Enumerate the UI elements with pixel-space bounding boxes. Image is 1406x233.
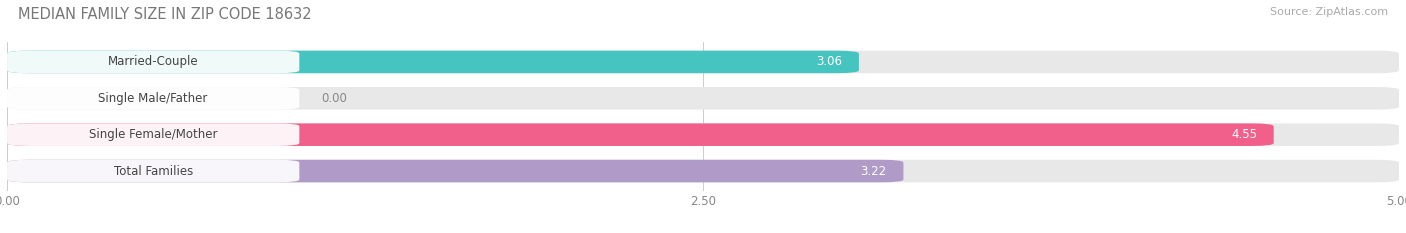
FancyBboxPatch shape (7, 51, 299, 73)
Text: Married-Couple: Married-Couple (108, 55, 198, 69)
Text: 3.06: 3.06 (817, 55, 842, 69)
Text: 4.55: 4.55 (1232, 128, 1257, 141)
FancyBboxPatch shape (7, 123, 1399, 146)
FancyBboxPatch shape (7, 87, 1399, 110)
FancyBboxPatch shape (7, 51, 1399, 73)
Text: MEDIAN FAMILY SIZE IN ZIP CODE 18632: MEDIAN FAMILY SIZE IN ZIP CODE 18632 (18, 7, 312, 22)
FancyBboxPatch shape (7, 160, 299, 182)
Text: Single Female/Mother: Single Female/Mother (89, 128, 218, 141)
FancyBboxPatch shape (7, 87, 299, 110)
Text: 0.00: 0.00 (322, 92, 347, 105)
Text: Total Families: Total Families (114, 164, 193, 178)
FancyBboxPatch shape (7, 123, 299, 146)
Text: 3.22: 3.22 (860, 164, 887, 178)
Text: Single Male/Father: Single Male/Father (98, 92, 208, 105)
Text: Source: ZipAtlas.com: Source: ZipAtlas.com (1270, 7, 1388, 17)
FancyBboxPatch shape (7, 123, 1274, 146)
FancyBboxPatch shape (7, 51, 859, 73)
FancyBboxPatch shape (7, 160, 1399, 182)
FancyBboxPatch shape (7, 160, 904, 182)
